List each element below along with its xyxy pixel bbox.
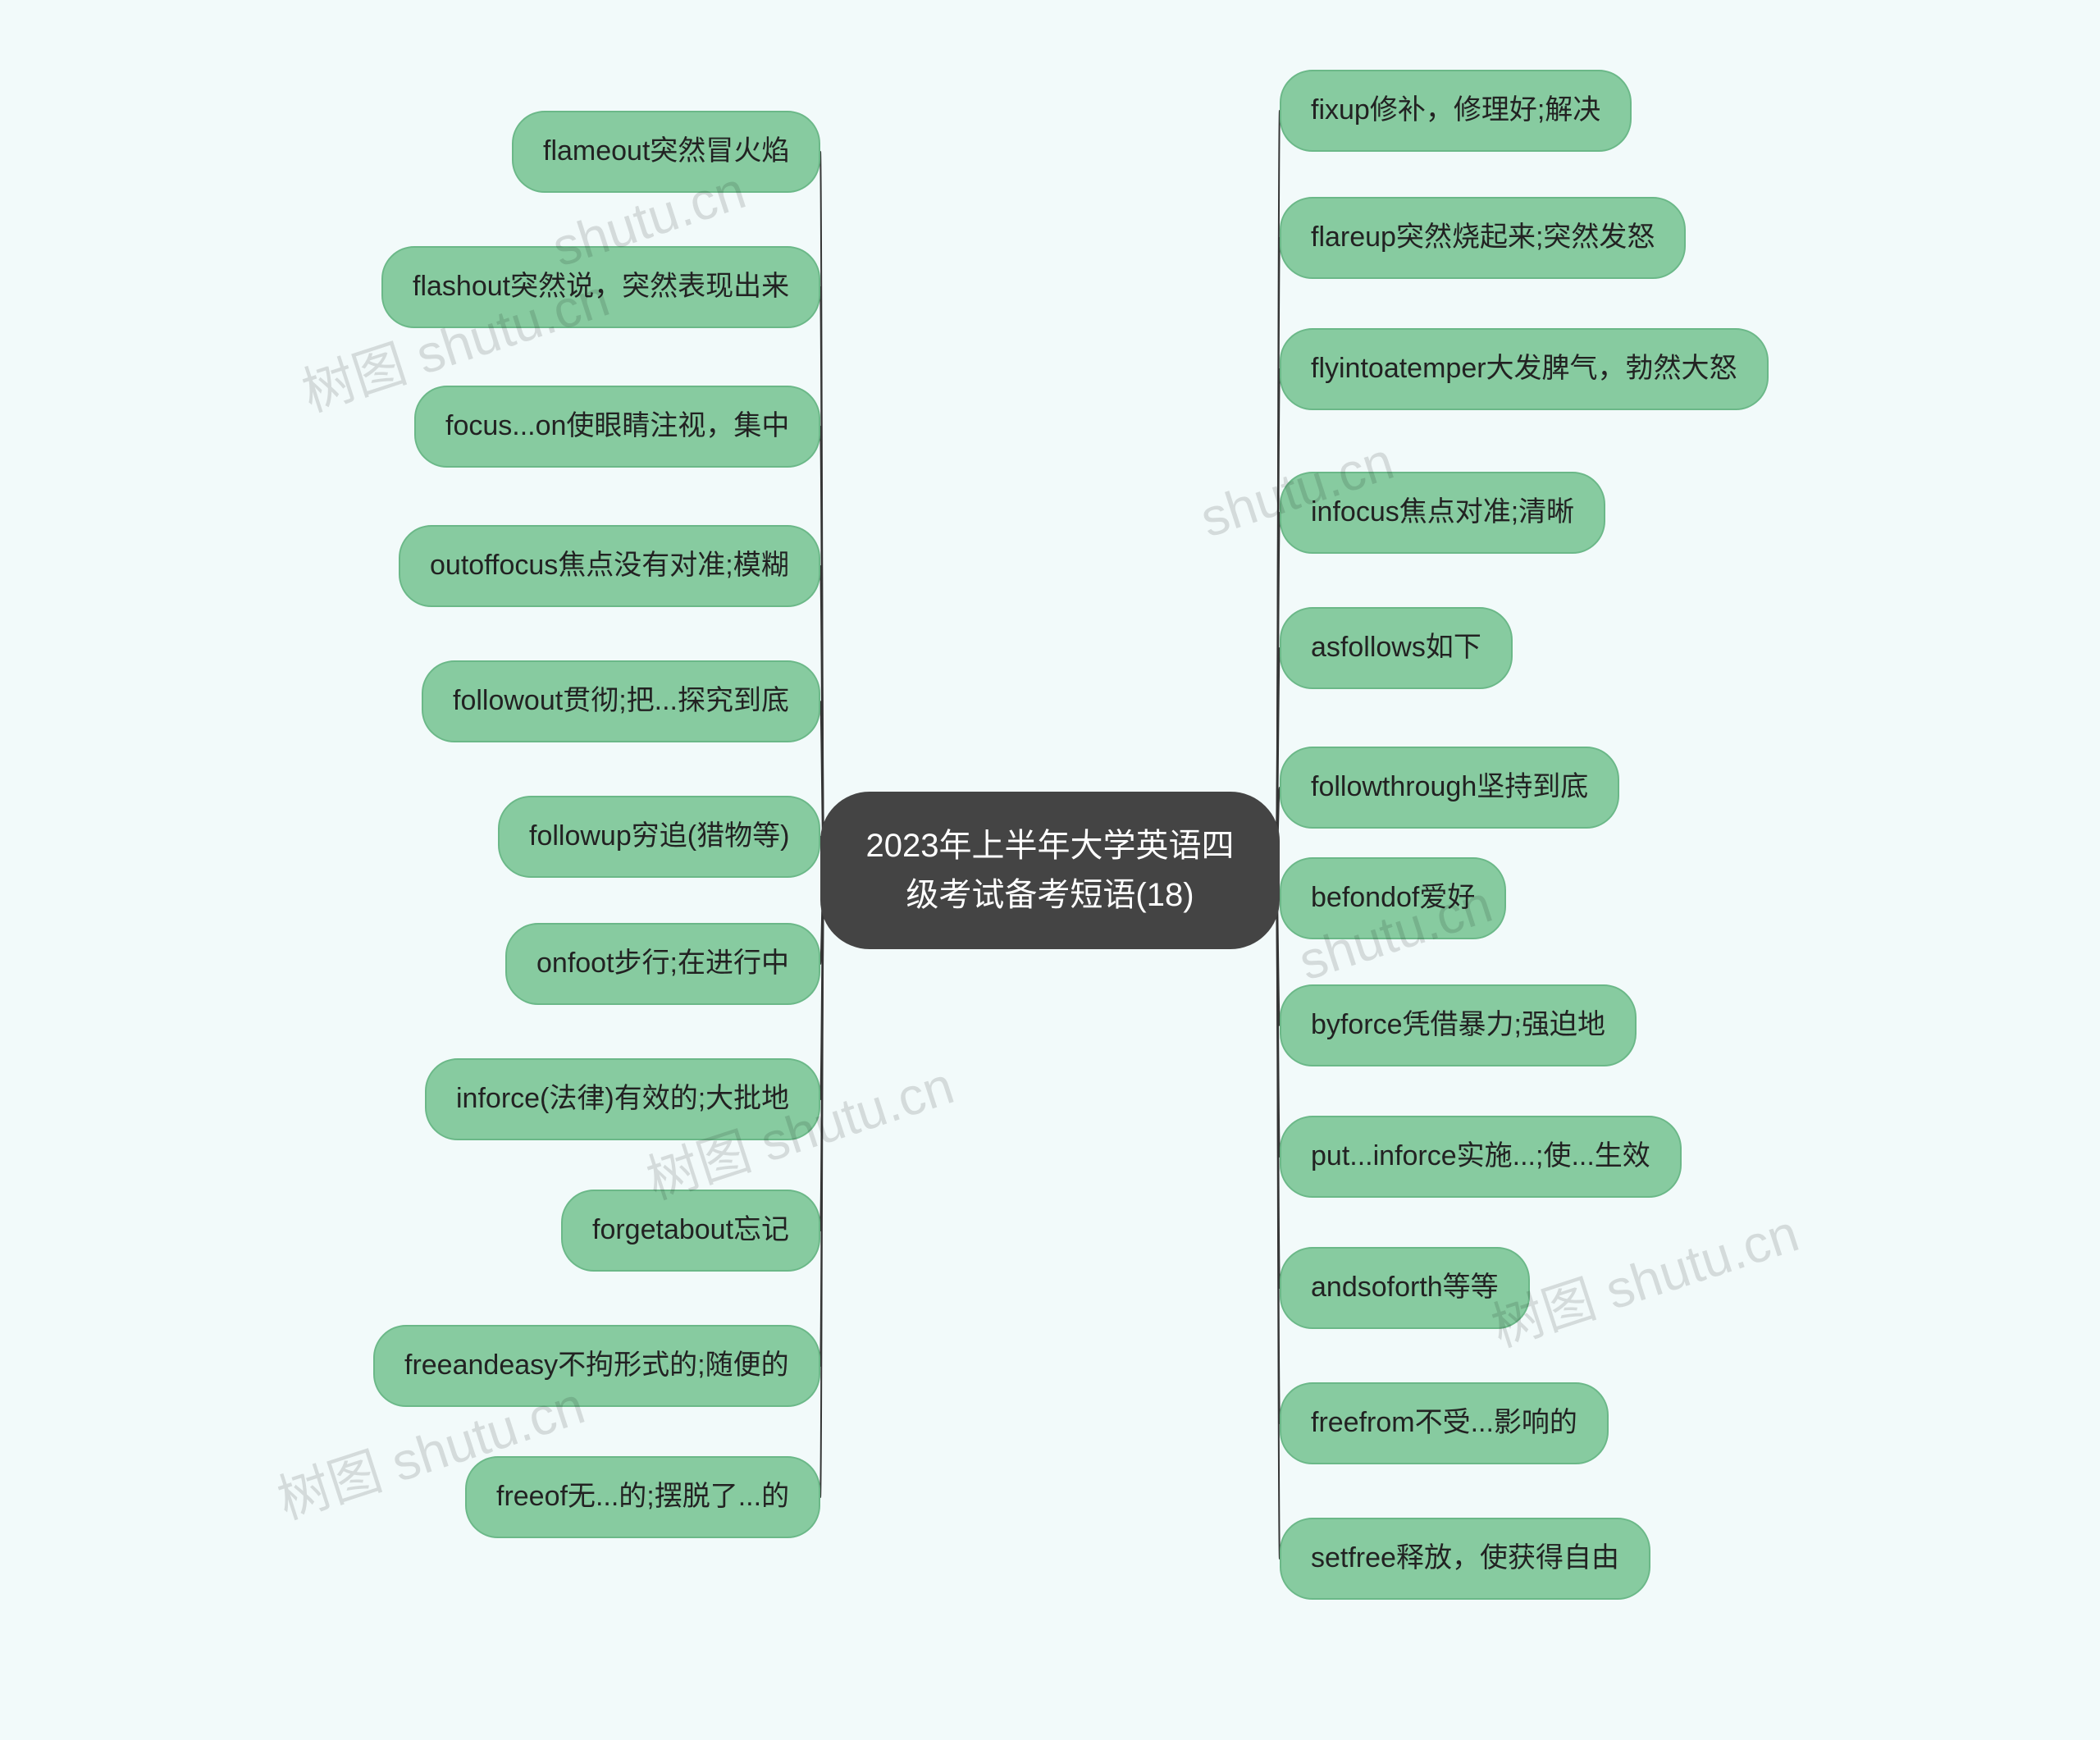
leaf-label: followup穷追(猎物等)	[529, 820, 789, 852]
leaf-label: put...inforce实施...;使...生效	[1311, 1140, 1650, 1171]
leaf-node: followup穷追(猎物等)	[498, 796, 820, 878]
leaf-node: forgetabout忘记	[561, 1190, 820, 1272]
leaf-label: onfoot步行;在进行中	[536, 948, 789, 979]
leaf-label: focus...on使眼睛注视，集中	[445, 410, 789, 441]
leaf-node: freefrom不受...影响的	[1280, 1382, 1609, 1464]
leaf-label: flyintoatemper大发脾气，勃然大怒	[1311, 353, 1737, 384]
center-title-line2: 级考试备考短语(18)	[906, 877, 1194, 913]
leaf-node: freeandeasy不拘形式的;随便的	[373, 1325, 820, 1407]
leaf-label: freefrom不受...影响的	[1311, 1407, 1577, 1438]
leaf-node: put...inforce实施...;使...生效	[1280, 1116, 1682, 1198]
leaf-label: befondof爱好	[1311, 882, 1475, 913]
leaf-node: flameout突然冒火焰	[512, 111, 820, 193]
leaf-label: outoffocus焦点没有对准;模糊	[430, 550, 789, 581]
leaf-node: followout贯彻;把...探究到底	[422, 660, 820, 742]
leaf-label: andsoforth等等	[1311, 1272, 1499, 1303]
leaf-node: fixup修补，修理好;解决	[1280, 70, 1632, 152]
leaf-node: outoffocus焦点没有对准;模糊	[399, 525, 820, 607]
leaf-label: freeandeasy不拘形式的;随便的	[404, 1350, 789, 1381]
leaf-label: setfree释放，使获得自由	[1311, 1542, 1619, 1573]
leaf-label: followout贯彻;把...探究到底	[453, 685, 789, 716]
leaf-label: byforce凭借暴力;强迫地	[1311, 1009, 1605, 1040]
leaf-node: flareup突然烧起来;突然发怒	[1280, 197, 1686, 279]
leaf-label: flameout突然冒火焰	[543, 135, 789, 167]
leaf-label: flareup突然烧起来;突然发怒	[1311, 221, 1655, 253]
center-title-line1: 2023年上半年大学英语四	[866, 828, 1235, 864]
mindmap-canvas: 2023年上半年大学英语四 级考试备考短语(18) fixup修补，修理好;解决…	[0, 0, 2100, 1740]
leaf-label: fixup修补，修理好;解决	[1311, 94, 1600, 126]
leaf-node: focus...on使眼睛注视，集中	[414, 386, 820, 468]
leaf-label: asfollows如下	[1311, 632, 1481, 663]
leaf-node: asfollows如下	[1280, 607, 1513, 689]
leaf-node: inforce(法律)有效的;大批地	[425, 1058, 820, 1140]
leaf-node: freeof无...的;摆脱了...的	[465, 1456, 820, 1538]
leaf-label: inforce(法律)有效的;大批地	[456, 1083, 789, 1114]
leaf-node: infocus焦点对准;清晰	[1280, 472, 1605, 554]
leaf-label: freeof无...的;摆脱了...的	[496, 1481, 789, 1512]
leaf-label: followthrough坚持到底	[1311, 771, 1588, 802]
leaf-node: andsoforth等等	[1280, 1247, 1530, 1329]
leaf-node: befondof爱好	[1280, 857, 1506, 939]
leaf-label: forgetabout忘记	[592, 1214, 789, 1245]
leaf-node: setfree释放，使获得自由	[1280, 1518, 1650, 1600]
leaf-node: onfoot步行;在进行中	[505, 923, 820, 1005]
center-node: 2023年上半年大学英语四 级考试备考短语(18)	[820, 792, 1280, 949]
leaf-label: flashout突然说，突然表现出来	[413, 271, 789, 302]
watermark: 树图 shutu.cn	[1481, 1191, 1806, 1361]
leaf-node: flyintoatemper大发脾气，勃然大怒	[1280, 328, 1769, 410]
leaf-label: infocus焦点对准;清晰	[1311, 496, 1574, 527]
leaf-node: followthrough坚持到底	[1280, 747, 1619, 829]
leaf-node: flashout突然说，突然表现出来	[381, 246, 820, 328]
leaf-node: byforce凭借暴力;强迫地	[1280, 984, 1637, 1066]
